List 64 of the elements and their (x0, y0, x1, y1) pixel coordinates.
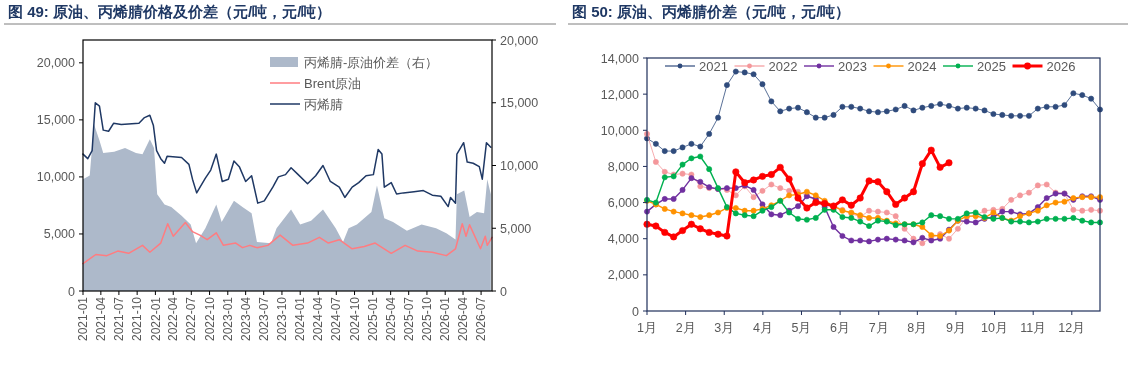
y-tick-label: 2,000 (607, 268, 640, 283)
y2-tick-label: 15,000 (500, 96, 539, 111)
y2-tick-label: 0 (500, 284, 507, 299)
y-tick-label: 14,000 (600, 51, 640, 66)
x-tick-label: 6月 (830, 321, 851, 335)
legend-label: 丙烯腈 (304, 97, 343, 112)
y-tick-label: 6,000 (607, 196, 640, 211)
x-tick-label: 2024-07 (329, 296, 344, 342)
x-tick-label: 9月 (945, 321, 966, 335)
legend-label: 2026 (1046, 59, 1076, 74)
x-tick-label: 2024-10 (347, 296, 362, 342)
x-tick-label: 2025-10 (420, 296, 435, 342)
y2-tick-label: 10,000 (500, 159, 539, 173)
x-tick-label: 2022-07 (184, 296, 199, 342)
x-tick-label: 2023-10 (275, 296, 290, 342)
x-tick-label: 2025-04 (383, 296, 398, 342)
y2-tick-label: 5,000 (500, 221, 532, 236)
x-tick-label: 2022-01 (148, 296, 163, 342)
x-tick-label: 2022-10 (202, 296, 217, 342)
x-tick-label: 2023-01 (221, 296, 235, 342)
x-tick-label: 2月 (675, 321, 696, 335)
legend-label: Brent原油 (304, 76, 362, 91)
x-tick-label: 2023-07 (256, 296, 271, 342)
x-tick-label: 2021-01 (76, 296, 91, 342)
x-tick-label: 8月 (907, 321, 928, 335)
x-tick-label: 2026-04 (456, 296, 471, 342)
x-tick-label: 1月 (637, 321, 657, 335)
x-tick-label: 7月 (868, 321, 889, 335)
x-tick-label: 2026-01 (438, 296, 453, 342)
chart-title: 图 50: 原油、丙烯腈价差（元/吨，元/吨） (572, 3, 851, 20)
x-tick-label: 2024-04 (311, 296, 326, 342)
x-tick-label: 2025-01 (365, 296, 380, 342)
legend-label: 丙烯腈-原油价差（右） (304, 55, 439, 70)
x-tick-label: 2024-01 (293, 296, 308, 342)
x-tick-label: 2021-04 (94, 296, 109, 342)
y-tick-label: 0 (632, 304, 640, 319)
x-tick-label: 11月 (1020, 321, 1047, 335)
legend-label: 2025 (977, 59, 1006, 74)
legend-label: 2024 (907, 59, 937, 74)
x-tick-label: 2022-04 (166, 296, 181, 342)
y2-tick-label: 20,000 (500, 33, 539, 48)
x-tick-label: 12月 (1058, 321, 1086, 335)
legend-label: 2023 (838, 59, 867, 74)
x-tick-label: 5月 (791, 321, 812, 335)
y-tick-label: 0 (68, 284, 76, 299)
x-tick-label: 4月 (752, 321, 773, 335)
y-tick-label: 4,000 (607, 232, 640, 247)
x-tick-label: 2021-07 (112, 296, 127, 342)
y-tick-label: 15,000 (36, 113, 76, 128)
y-tick-label: 5,000 (43, 227, 76, 242)
x-tick-label: 2023-04 (238, 296, 253, 342)
y-tick-label: 20,000 (36, 56, 76, 71)
legend-label: 2021 (699, 59, 728, 74)
y-tick-label: 10,000 (36, 170, 76, 185)
x-tick-label: 2026-07 (474, 296, 489, 342)
x-tick-label: 2025-07 (401, 296, 416, 342)
y-tick-label: 10,000 (600, 123, 640, 138)
x-tick-label: 10月 (981, 321, 1009, 335)
x-tick-label: 3月 (714, 321, 735, 335)
y-tick-label: 12,000 (600, 87, 640, 102)
y-tick-label: 8,000 (607, 159, 640, 174)
x-tick-label: 2021-10 (130, 296, 145, 342)
chart-title: 图 49: 原油、丙烯腈价格及价差（元/吨，元/吨） (8, 3, 332, 20)
legend-label: 2022 (768, 59, 798, 74)
